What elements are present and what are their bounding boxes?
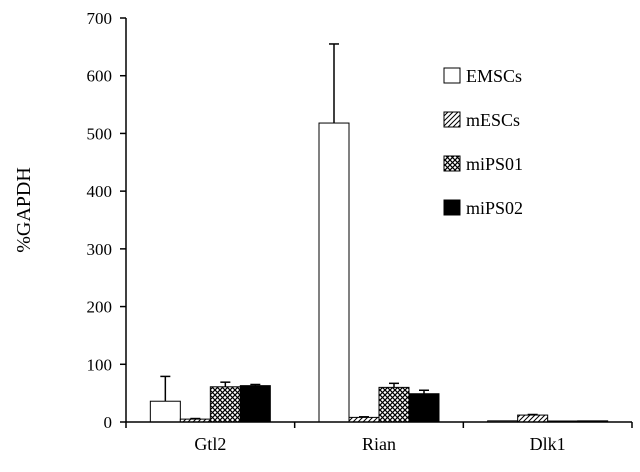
bar-mips01-rian: [378, 386, 410, 423]
y-tick-label: 200: [87, 298, 113, 317]
x-tick-label: Dlk1: [530, 434, 566, 454]
bar-mescs-dlk1: [517, 414, 549, 423]
legend-label-mips01: miPS01: [466, 154, 523, 174]
legend: EMSCs mESCs miPS01 miPS02: [443, 66, 523, 218]
y-axis-ticks: 0 100 200 300 400 500 600 700: [87, 9, 126, 432]
bar-emscs-gtl2: [149, 400, 181, 423]
x-axis-labels: Gtl2 Rian Dlk1: [194, 434, 565, 454]
y-tick-label: 600: [87, 67, 113, 86]
legend-label-mescs: mESCs: [466, 110, 520, 130]
bar-mips02-gtl2: [239, 385, 271, 423]
legend-label-mips02: miPS02: [466, 198, 523, 218]
bar-mips02-rian: [408, 393, 440, 423]
x-tick-label: Rian: [362, 434, 396, 454]
y-tick-label: 0: [104, 413, 113, 432]
legend-swatch-mips01: [443, 155, 461, 172]
bar-mips01-gtl2: [209, 386, 241, 423]
y-tick-label: 400: [87, 182, 113, 201]
legend-swatch-emscs: [443, 67, 461, 84]
y-tick-label: 700: [87, 9, 113, 28]
bar-emscs-rian: [318, 122, 350, 423]
y-tick-label: 300: [87, 240, 113, 259]
axes: [125, 18, 633, 428]
x-tick-label: Gtl2: [194, 434, 226, 454]
y-axis-title: %GAPDH: [13, 167, 35, 253]
legend-label-emscs: EMSCs: [466, 66, 522, 86]
legend-swatch-mescs: [443, 111, 461, 128]
legend-swatch-mips02: [443, 199, 461, 216]
y-tick-label: 500: [87, 124, 113, 143]
bars-group: [149, 43, 609, 423]
y-tick-label: 100: [87, 355, 113, 374]
